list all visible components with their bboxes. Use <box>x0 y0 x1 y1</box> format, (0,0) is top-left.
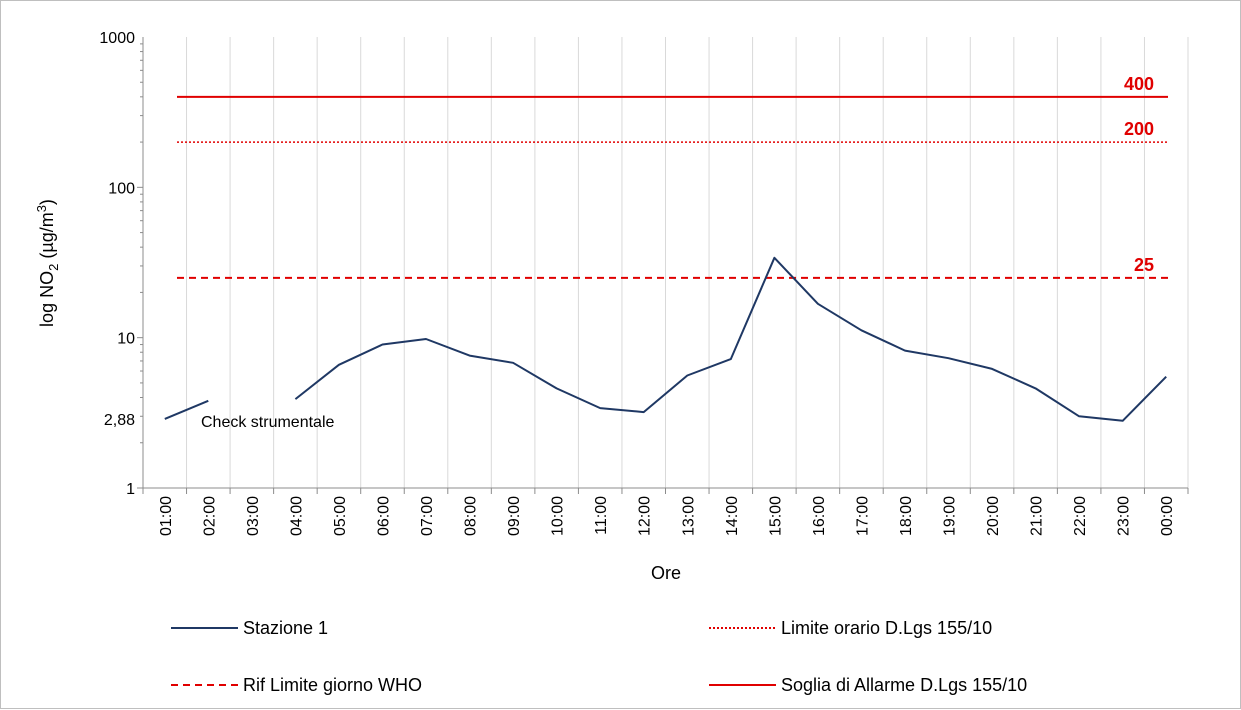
y-axis-title: log NO2 (µg/m3) <box>34 199 61 327</box>
annotation-check-strumentale: Check strumentale <box>201 414 334 431</box>
x-tick-label-1200: 12:00 <box>637 496 654 536</box>
x-tick-label-0400: 04:00 <box>288 496 305 536</box>
x-tick-label-0500: 05:00 <box>332 496 349 536</box>
y-tick-label-1000: 1000 <box>99 30 135 47</box>
x-tick-label-2300: 23:00 <box>1116 496 1133 536</box>
series-line-stazione-1-seg-1 <box>294 256 1167 422</box>
legend-item-rif-limite-who: Rif Limite giorno WHO <box>171 675 422 695</box>
x-tick-label-0700: 07:00 <box>419 496 436 536</box>
x-axis-title: Ore <box>651 563 681 583</box>
y-ticks: 1 2,88 10 100 1000 <box>99 30 143 498</box>
x-tick-label-1100: 11:00 <box>593 496 610 535</box>
x-tick-label-1400: 14:00 <box>724 496 741 536</box>
x-tick-label-0300: 03:00 <box>245 496 262 536</box>
legend-item-soglia-allarme: Soglia di Allarme D.Lgs 155/10 <box>709 675 1027 695</box>
legend-item-limite-orario: Limite orario D.Lgs 155/10 <box>709 618 992 638</box>
x-tick-label-0000: 00:00 <box>1159 496 1176 536</box>
series-line-stazione-1-seg-0 <box>164 399 209 420</box>
x-tick-label-0600: 06:00 <box>375 496 392 536</box>
x-tick-label-2000: 20:00 <box>985 496 1002 536</box>
reference-labels: 400 200 25 <box>1124 74 1154 275</box>
series-lines <box>164 256 1167 422</box>
ref-label-25: 25 <box>1134 255 1154 275</box>
x-tick-label-1000: 10:00 <box>550 496 567 536</box>
x-tick-label-1300: 13:00 <box>680 496 697 536</box>
y-tick-label-100: 100 <box>108 180 135 197</box>
legend-label-stazione-1: Stazione 1 <box>243 618 328 638</box>
x-tick-label-1600: 16:00 <box>811 496 828 536</box>
x-tick-label-0900: 09:00 <box>506 496 523 536</box>
x-tick-label-0200: 02:00 <box>201 496 218 536</box>
x-tick-label-2100: 21:00 <box>1029 496 1046 536</box>
legend-item-stazione-1: Stazione 1 <box>171 618 328 638</box>
ref-label-200: 200 <box>1124 119 1154 139</box>
legend-label-soglia-allarme: Soglia di Allarme D.Lgs 155/10 <box>781 675 1027 695</box>
y-tick-label-2-88: 2,88 <box>104 412 135 429</box>
x-ticks: 01:00 02:00 03:00 04:00 05:00 06:00 07:00 08:00… <box>142 488 1189 536</box>
y-tick-label-10: 10 <box>117 331 135 348</box>
grid-lines <box>186 37 1189 488</box>
x-tick-label-1500: 15:00 <box>767 496 784 536</box>
x-tick-label-1700: 17:00 <box>854 496 871 536</box>
legend: Stazione 1 Limite orario D.Lgs 155/10 Ri… <box>171 618 1027 695</box>
x-tick-label-1900: 19:00 <box>942 496 959 536</box>
legend-label-rif-limite-who: Rif Limite giorno WHO <box>243 675 422 695</box>
x-tick-label-0100: 01:00 <box>158 496 175 536</box>
x-tick-label-0800: 08:00 <box>463 496 480 536</box>
x-tick-label-1800: 18:00 <box>898 496 915 536</box>
legend-label-limite-orario: Limite orario D.Lgs 155/10 <box>781 618 992 638</box>
x-tick-label-2200: 22:00 <box>1072 496 1089 536</box>
y-tick-label-1: 1 <box>126 481 135 498</box>
ref-label-400: 400 <box>1124 74 1154 94</box>
reference-lines <box>177 95 1168 279</box>
